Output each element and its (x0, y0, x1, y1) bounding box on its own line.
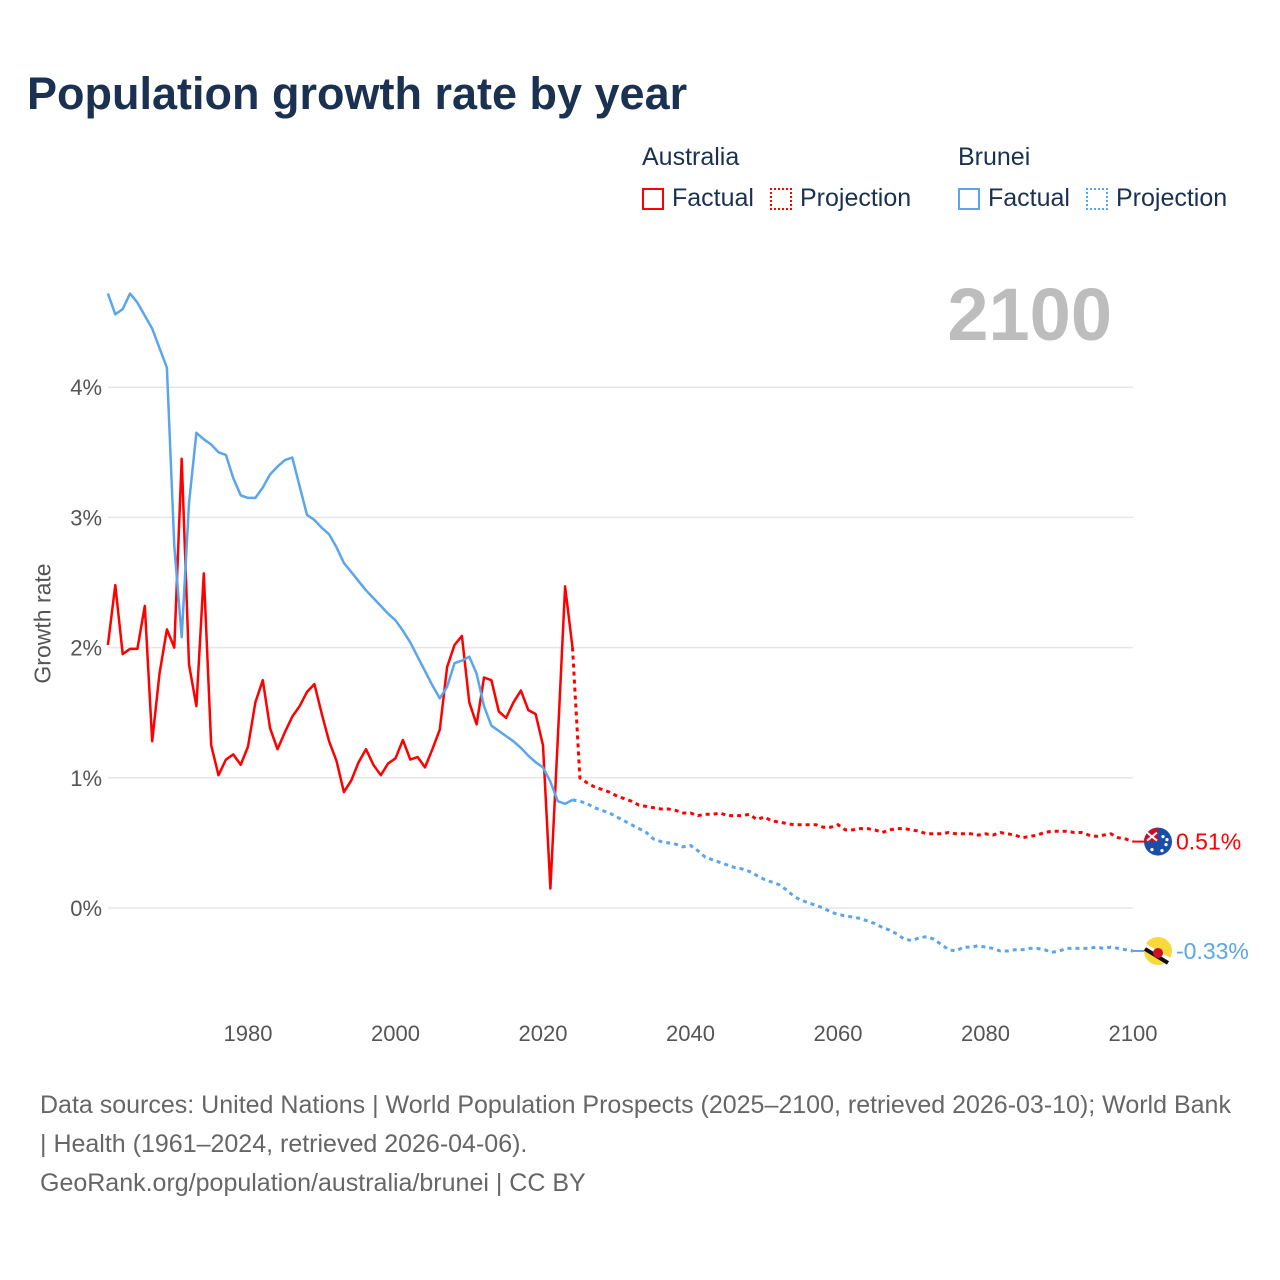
legend-brunei-projection[interactable]: Projection (1085, 184, 1228, 213)
x-tick-label: 2020 (519, 1021, 568, 1046)
legend-label: Projection (1115, 184, 1228, 212)
legend-swatch-dotted (1085, 187, 1108, 210)
australia-flag-icon (1144, 827, 1172, 856)
legend-australia-projection[interactable]: Projection (769, 184, 912, 213)
legend-label: Projection (799, 184, 912, 212)
y-tick-label: 3% (70, 505, 102, 530)
x-tick-label: 2060 (814, 1021, 863, 1046)
brunei-factual-line (106, 292, 574, 806)
brunei-end-value-label: -0.33% (1176, 938, 1249, 964)
legend-brunei-factual[interactable]: Factual (958, 184, 1070, 213)
credit-link[interactable]: GeoRank.org/population/australia/brunei … (40, 1169, 586, 1197)
australia-factual-line (106, 457, 574, 890)
x-tick-label: 2000 (371, 1021, 420, 1046)
legend-group-label: Brunei (958, 143, 1031, 171)
x-tick-label: 2040 (666, 1021, 715, 1046)
chart-title: Population growth rate by year (27, 68, 688, 119)
data-sources: Data sources: United Nations | World Pop… (40, 1091, 1231, 1158)
legend-group-label: Australia (642, 143, 740, 171)
y-tick-label: 1% (70, 766, 102, 791)
y-tick-label: 0% (70, 896, 102, 921)
legend-swatch-solid (958, 187, 980, 210)
x-tick-label: 1980 (224, 1021, 273, 1046)
legend-label: Factual (988, 184, 1070, 212)
brunei-projection-line (572, 798, 1134, 954)
current-year-label: 2100 (947, 273, 1112, 356)
x-tick-label: 2100 (1109, 1021, 1158, 1046)
australia-end-value-label: 0.51% (1176, 829, 1241, 855)
legend-swatch-dotted (769, 187, 792, 210)
y-tick-label: 2% (70, 636, 102, 661)
legend-australia: Australia Factual Projection (642, 143, 927, 213)
legend-label: Factual (672, 184, 754, 212)
legend-australia-factual[interactable]: Factual (642, 184, 754, 213)
footer: Data sources: United Nations | World Pop… (40, 1086, 1240, 1203)
y-tick-label: 4% (70, 375, 102, 400)
brunei-flag-icon (1143, 936, 1172, 965)
legend-brunei: Brunei Factual Projection (958, 143, 1227, 213)
x-tick-label: 2080 (961, 1021, 1010, 1046)
australia-projection-line (571, 647, 1134, 844)
legend-swatch-solid (642, 187, 664, 210)
